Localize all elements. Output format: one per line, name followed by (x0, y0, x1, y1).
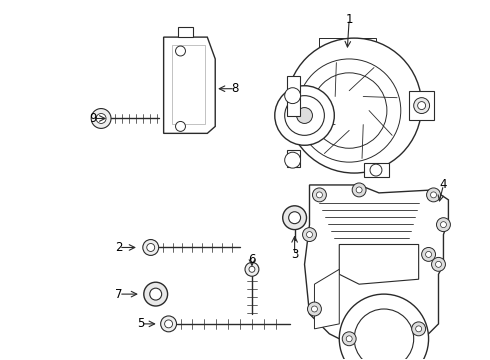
Circle shape (417, 102, 426, 109)
Circle shape (313, 188, 326, 202)
Circle shape (275, 86, 334, 145)
Circle shape (287, 38, 421, 173)
Circle shape (412, 322, 426, 336)
Circle shape (285, 88, 300, 104)
Circle shape (289, 212, 300, 224)
Text: 5: 5 (137, 318, 145, 330)
Polygon shape (315, 269, 339, 329)
Circle shape (297, 59, 401, 162)
Circle shape (432, 257, 445, 271)
Circle shape (416, 326, 421, 332)
Circle shape (296, 108, 313, 123)
Text: 3: 3 (291, 248, 298, 261)
Polygon shape (287, 150, 299, 167)
Circle shape (175, 46, 185, 56)
Polygon shape (319, 38, 374, 48)
Circle shape (150, 288, 162, 300)
Circle shape (307, 231, 313, 238)
Polygon shape (364, 163, 389, 177)
Circle shape (91, 109, 111, 129)
Circle shape (302, 228, 317, 242)
Circle shape (436, 261, 441, 267)
Circle shape (147, 243, 155, 251)
Circle shape (339, 294, 429, 360)
Polygon shape (287, 76, 299, 116)
Circle shape (161, 316, 176, 332)
Circle shape (283, 206, 307, 230)
Circle shape (144, 282, 168, 306)
Polygon shape (164, 37, 215, 133)
Polygon shape (319, 38, 376, 51)
Circle shape (441, 222, 446, 228)
Circle shape (317, 192, 322, 198)
Circle shape (352, 183, 366, 197)
Circle shape (427, 188, 441, 202)
Circle shape (175, 121, 185, 131)
Circle shape (285, 152, 300, 168)
Polygon shape (305, 185, 448, 344)
Circle shape (165, 320, 172, 328)
Circle shape (346, 336, 352, 342)
Circle shape (370, 164, 382, 176)
Circle shape (285, 96, 324, 135)
Text: 4: 4 (440, 179, 447, 192)
Polygon shape (409, 91, 434, 121)
Text: 9: 9 (90, 112, 97, 125)
Text: 2: 2 (115, 241, 122, 254)
Circle shape (312, 306, 318, 312)
Circle shape (437, 218, 450, 231)
Circle shape (143, 239, 159, 255)
Circle shape (96, 113, 106, 123)
Circle shape (342, 332, 356, 346)
Circle shape (312, 73, 387, 148)
Circle shape (249, 266, 255, 272)
Circle shape (356, 187, 362, 193)
Circle shape (245, 262, 259, 276)
Text: 1: 1 (345, 13, 353, 26)
Polygon shape (177, 27, 194, 37)
Circle shape (308, 302, 321, 316)
Polygon shape (339, 244, 418, 284)
Polygon shape (172, 45, 205, 125)
Text: 7: 7 (115, 288, 122, 301)
Circle shape (431, 192, 437, 198)
Text: 8: 8 (231, 82, 239, 95)
Circle shape (414, 98, 430, 113)
Circle shape (354, 309, 414, 360)
Circle shape (421, 247, 436, 261)
Text: 6: 6 (248, 253, 256, 266)
Circle shape (426, 251, 432, 257)
